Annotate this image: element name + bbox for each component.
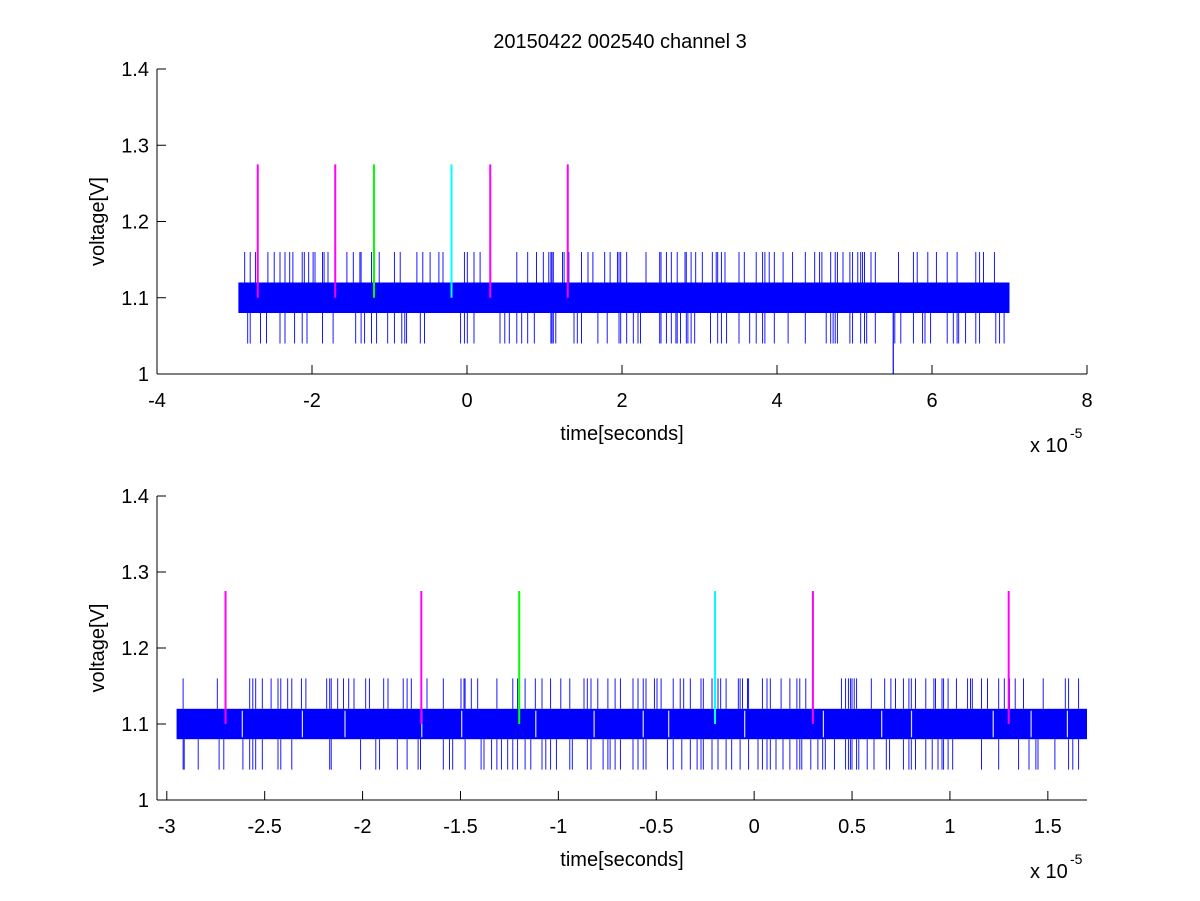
x-tick-label: 0 [749,816,760,838]
x-tick-label: 0 [461,390,472,412]
x-tick-label: -1 [549,816,567,838]
x-tick-label: -2 [354,816,372,838]
x-tick-label: -1.5 [443,816,477,838]
x-multiplier-exponent: -5 [1070,851,1083,867]
y-tick-label: 1 [138,364,149,386]
y-tick-label: 1 [138,790,149,812]
signal-spikes [182,678,1080,770]
signal-band [238,282,1010,313]
x-multiplier-exponent: -5 [1070,425,1083,441]
y-tick-label: 1.1 [121,714,149,736]
x-tick-label: -2.5 [247,816,281,838]
signal-band [176,708,1087,740]
y-axis-label: voltage[V] [87,177,109,266]
signal-spikes [244,252,1005,344]
x-axis-label: time[seconds] [560,849,683,871]
x-tick-label: 4 [771,390,782,412]
x-tick-label: 1 [944,816,955,838]
x-tick-label: 1.5 [1034,816,1062,838]
x-tick-label: 2 [616,390,627,412]
plot-1: 1 1.1 1.2 1.3 1.4 -4 -2 0 2 4 6 8 time[seconds] volta… [87,59,1093,457]
y-axis-label: voltage[V] [87,604,109,693]
y-tick-label: 1.4 [121,59,149,81]
x-multiplier-label: x 10 [1030,861,1068,883]
x-multiplier-label: x 10 [1030,435,1068,457]
figure-title: 20150422 002540 channel 3 [493,31,747,53]
y-tick-label: 1.2 [121,212,149,234]
x-tick-label: -2 [303,390,321,412]
x-tick-label: 8 [1081,390,1092,412]
plot-2: 1 1.1 1.2 1.3 1.4 -3 -2.5 -2 -1.5 -1 -0.5 0 0.5 1 1.5 t… [87,486,1132,883]
x-tick-label: -3 [158,816,176,838]
x-axis-label: time[seconds] [560,423,683,445]
x-tick-label: 6 [926,390,937,412]
x-tick-label: -0.5 [639,816,673,838]
y-tick-label: 1.3 [121,562,149,584]
x-tick-label: -4 [148,390,166,412]
y-tick-label: 1.2 [121,638,149,660]
y-tick-label: 1.1 [121,288,149,310]
y-tick-label: 1.4 [121,486,149,508]
x-tick-label: 0.5 [838,816,866,838]
y-tick-label: 1.3 [121,135,149,157]
